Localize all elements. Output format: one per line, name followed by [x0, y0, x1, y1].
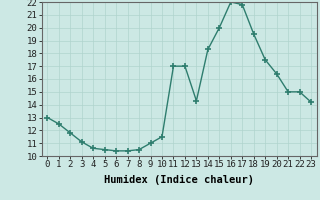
X-axis label: Humidex (Indice chaleur): Humidex (Indice chaleur)	[104, 175, 254, 185]
